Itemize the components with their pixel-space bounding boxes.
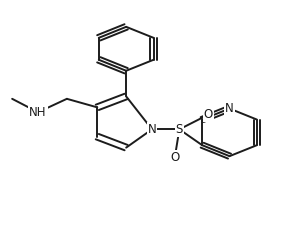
Text: O: O: [204, 108, 213, 121]
Text: N: N: [225, 102, 234, 115]
Text: O: O: [170, 151, 179, 164]
Text: NH: NH: [29, 106, 47, 119]
Text: N: N: [148, 123, 156, 136]
Text: S: S: [176, 123, 183, 136]
